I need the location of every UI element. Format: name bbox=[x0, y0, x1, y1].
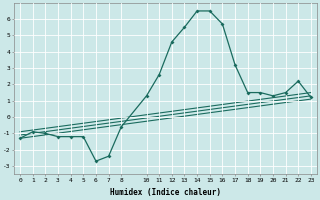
X-axis label: Humidex (Indice chaleur): Humidex (Indice chaleur) bbox=[110, 188, 221, 197]
